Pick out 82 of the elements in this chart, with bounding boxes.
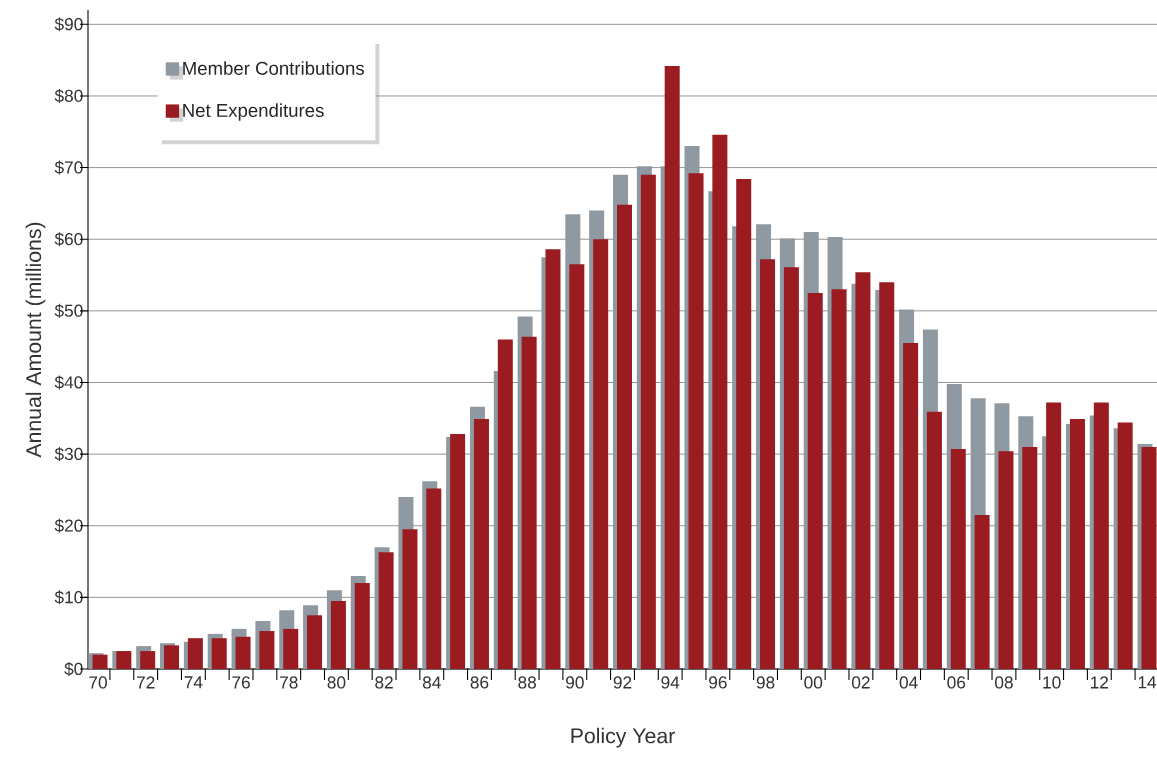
x-tick-label: 98 xyxy=(756,676,775,689)
bar xyxy=(879,282,895,669)
bar xyxy=(855,272,871,669)
bar xyxy=(998,451,1014,669)
bar xyxy=(1022,446,1038,669)
bar xyxy=(402,529,418,669)
x-tick-label: 96 xyxy=(709,676,727,689)
bar xyxy=(926,411,942,669)
bar xyxy=(259,631,275,669)
x-tick-label: 70 xyxy=(89,676,107,689)
x-tick-label: 88 xyxy=(518,676,536,689)
bar xyxy=(116,651,132,669)
bar xyxy=(92,654,108,669)
x-tick-label: 92 xyxy=(613,676,632,689)
x-tick-label: 00 xyxy=(804,676,823,689)
x-tick-label: 14 xyxy=(1138,676,1157,689)
x-axis-title: Policy Year xyxy=(571,727,675,748)
y-axis-title: Annual Amount (millions) xyxy=(25,222,46,458)
bar xyxy=(426,488,442,669)
bar xyxy=(712,134,728,669)
x-tick-label: 08 xyxy=(995,676,1013,689)
y-tick-label: $80 xyxy=(54,88,83,103)
bar xyxy=(569,264,585,669)
y-tick-label: $30 xyxy=(54,447,83,462)
bar xyxy=(974,514,990,669)
y-tick-label: $40 xyxy=(54,375,83,390)
bar xyxy=(1093,402,1109,669)
x-tick-label: 06 xyxy=(947,676,966,689)
bar xyxy=(378,552,394,669)
bar xyxy=(235,636,251,669)
x-tick-label: 84 xyxy=(422,676,441,689)
x-tick-label: 10 xyxy=(1043,676,1061,689)
bar xyxy=(831,289,847,669)
y-tick-label: $10 xyxy=(54,590,83,605)
bar xyxy=(187,638,203,669)
bar xyxy=(1117,422,1133,669)
bar xyxy=(330,600,346,669)
x-tick-label: 86 xyxy=(470,676,489,689)
x-tick-label: 74 xyxy=(184,676,203,689)
bar xyxy=(736,179,752,669)
y-tick-label: $50 xyxy=(54,303,83,318)
x-tick-label: 82 xyxy=(375,676,393,689)
x-tick-label: 78 xyxy=(280,676,298,689)
bar xyxy=(593,239,609,669)
x-tick-label: 12 xyxy=(1091,676,1109,689)
bar xyxy=(903,343,919,669)
bar xyxy=(617,204,633,669)
bar xyxy=(354,583,370,669)
y-tick-label: $70 xyxy=(54,160,83,175)
bar xyxy=(497,339,513,669)
bar xyxy=(164,645,180,669)
bar xyxy=(473,419,489,669)
x-tick-label: 76 xyxy=(232,676,250,689)
bar xyxy=(521,336,537,669)
y-tick-label: $0 xyxy=(64,662,83,676)
x-tick-label: 72 xyxy=(136,676,155,689)
bar xyxy=(450,434,466,669)
x-tick-label: 02 xyxy=(851,676,870,689)
bar xyxy=(1046,402,1062,669)
y-tick-label: $20 xyxy=(54,518,83,533)
bar xyxy=(211,638,227,669)
x-tick-label: 80 xyxy=(327,676,346,689)
bar xyxy=(950,449,966,669)
bar xyxy=(688,173,704,669)
y-tick-label: $60 xyxy=(54,232,83,247)
bar xyxy=(664,65,680,669)
bar xyxy=(783,267,799,669)
bar xyxy=(283,628,299,669)
bar xyxy=(140,651,156,669)
x-tick-label: 90 xyxy=(566,676,584,689)
bar xyxy=(640,174,656,669)
y-tick-label: $90 xyxy=(54,17,83,32)
legend-label: Member Contributions xyxy=(183,61,364,75)
bar xyxy=(1069,419,1085,669)
bar xyxy=(1141,446,1157,669)
bar xyxy=(307,615,323,669)
bar xyxy=(807,292,823,669)
x-tick-label: 04 xyxy=(899,676,918,689)
bar xyxy=(760,259,776,669)
bar xyxy=(545,249,561,669)
x-tick-label: 94 xyxy=(661,676,680,689)
legend-label: Net Expenditures xyxy=(183,103,324,121)
